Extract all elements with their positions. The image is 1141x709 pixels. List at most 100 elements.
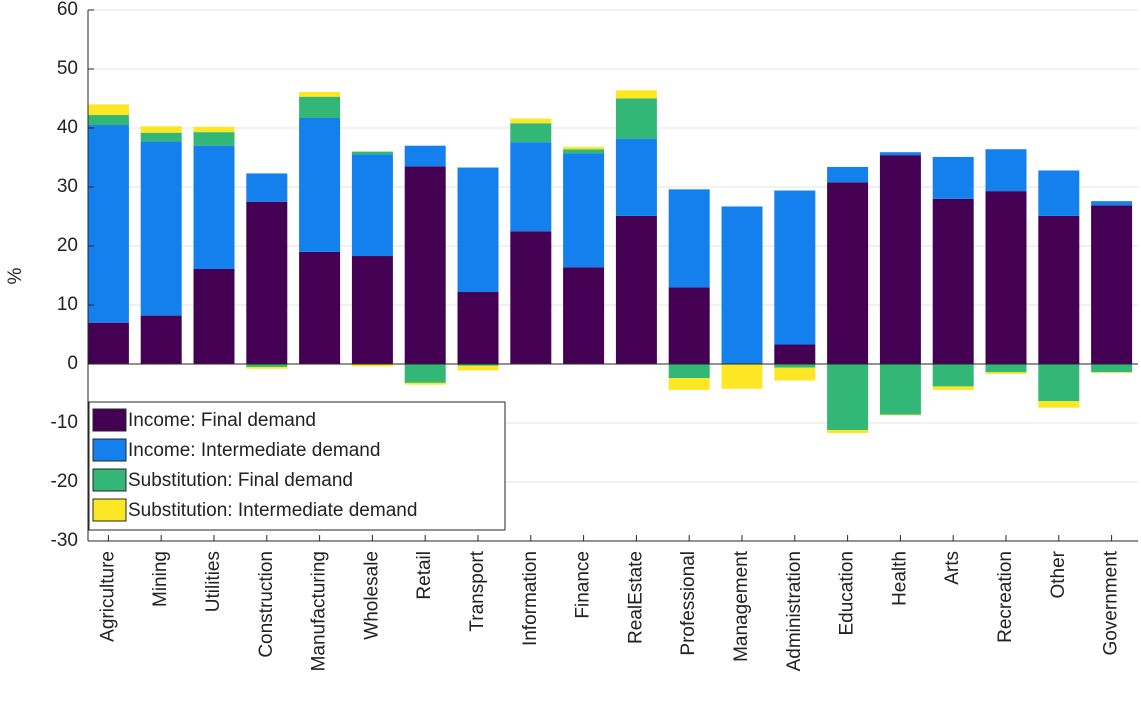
bar-segment bbox=[351, 364, 393, 367]
bar-segment bbox=[985, 364, 1027, 373]
bar-segment bbox=[668, 378, 710, 390]
bar-segment bbox=[615, 90, 657, 99]
y-axis-label: % bbox=[5, 267, 26, 284]
bar-segment bbox=[246, 366, 288, 369]
bar-segment bbox=[985, 149, 1027, 192]
bar-segment bbox=[827, 430, 869, 434]
bar-segment bbox=[193, 126, 235, 133]
bar-segment bbox=[985, 372, 1027, 375]
bar-segment bbox=[87, 115, 129, 126]
bar-segment bbox=[1038, 364, 1080, 402]
bar-segment bbox=[351, 256, 393, 364]
legend-label: Income: Intermediate demand bbox=[128, 440, 380, 461]
bar-segment bbox=[351, 154, 393, 257]
bar-segment bbox=[193, 132, 235, 146]
bar-segment bbox=[299, 96, 341, 118]
x-tick-label: Information bbox=[520, 551, 541, 646]
bar-segment bbox=[140, 315, 182, 364]
bar-segment bbox=[87, 125, 129, 323]
x-tick-label: Utilities bbox=[203, 551, 224, 612]
bar-segment bbox=[299, 117, 341, 252]
x-tick-label: RealEstate bbox=[625, 551, 646, 644]
x-tick-label: Wholesale bbox=[361, 551, 382, 640]
y-tick-label: 50 bbox=[57, 58, 78, 79]
y-tick-label: 40 bbox=[57, 117, 78, 138]
bar-segment bbox=[932, 198, 974, 364]
x-tick-label: Transport bbox=[467, 550, 488, 631]
bar-segment bbox=[563, 149, 605, 154]
legend-label: Income: Final demand bbox=[128, 410, 316, 431]
bar-segment bbox=[1091, 364, 1133, 373]
bar-segment bbox=[1091, 201, 1133, 206]
x-tick-label: Retail bbox=[414, 551, 435, 600]
x-tick-label: Manufacturing bbox=[309, 551, 330, 671]
bar-segment bbox=[879, 364, 921, 415]
bar-segment bbox=[457, 292, 499, 364]
x-tick-label: Other bbox=[1048, 550, 1069, 598]
bar-segment bbox=[827, 166, 869, 183]
x-tick-label: Recreation bbox=[995, 551, 1016, 643]
bar-segment bbox=[299, 92, 341, 97]
bar-segment bbox=[404, 166, 446, 364]
bar-segment bbox=[510, 142, 552, 232]
bar-segment bbox=[299, 251, 341, 364]
legend-label: Substitution: Intermediate demand bbox=[128, 500, 417, 521]
x-tick-label: Health bbox=[889, 551, 910, 606]
bar-segment bbox=[457, 167, 499, 293]
bar-segment bbox=[827, 364, 869, 431]
bar-segment bbox=[351, 151, 393, 155]
bar-segment bbox=[932, 386, 974, 390]
bar-segment bbox=[510, 123, 552, 143]
x-tick-label: Government bbox=[1101, 550, 1122, 655]
y-tick-label: 20 bbox=[57, 235, 78, 256]
x-tick-label: Administration bbox=[784, 551, 805, 671]
bars bbox=[87, 90, 1133, 434]
bar-segment bbox=[563, 153, 605, 268]
bar-segment bbox=[985, 191, 1027, 364]
bar-segment bbox=[510, 231, 552, 364]
bar-segment bbox=[404, 382, 446, 385]
bar-segment bbox=[774, 367, 816, 381]
x-tick-label: Agriculture bbox=[97, 551, 118, 642]
bar-segment bbox=[932, 364, 974, 387]
legend-label: Substitution: Final demand bbox=[128, 470, 353, 491]
bar-segment bbox=[1038, 170, 1080, 216]
bar-segment bbox=[140, 141, 182, 316]
bar-segment bbox=[246, 201, 288, 364]
bar-segment bbox=[879, 155, 921, 364]
legend-swatch bbox=[92, 438, 127, 462]
bar-segment bbox=[932, 156, 974, 199]
bar-segment bbox=[87, 322, 129, 364]
bar-segment bbox=[774, 344, 816, 364]
x-tick-label: Construction bbox=[256, 551, 277, 658]
bar-segment bbox=[457, 364, 499, 366]
bar-segment bbox=[668, 189, 710, 288]
legend-swatch bbox=[92, 468, 127, 492]
x-tick-label: Management bbox=[731, 550, 752, 662]
x-tick-label: Professional bbox=[678, 551, 699, 656]
bar-segment bbox=[1091, 372, 1133, 373]
bar-segment bbox=[879, 414, 921, 416]
legend-swatch bbox=[92, 498, 127, 522]
bar-segment bbox=[668, 287, 710, 364]
bar-segment bbox=[404, 364, 446, 383]
y-tick-label: 60 bbox=[57, 0, 78, 20]
legend-box bbox=[88, 401, 506, 531]
bar-segment bbox=[1091, 205, 1133, 364]
y-tick-label: 0 bbox=[67, 353, 78, 374]
bar-segment bbox=[1038, 401, 1080, 408]
x-tick-label: Mining bbox=[150, 551, 171, 607]
bar-segment bbox=[246, 173, 288, 202]
bar-segment bbox=[774, 364, 816, 368]
bar-segment bbox=[615, 98, 657, 139]
bar-segment bbox=[563, 267, 605, 364]
bar-segment bbox=[140, 132, 182, 142]
bar-segment bbox=[140, 126, 182, 133]
bar-segment bbox=[404, 145, 446, 167]
y-tick-label: -10 bbox=[51, 412, 78, 433]
x-tick-label: Finance bbox=[573, 551, 594, 619]
legend-swatch bbox=[92, 408, 127, 432]
bar-segment bbox=[563, 146, 605, 150]
bar-segment bbox=[827, 182, 869, 364]
